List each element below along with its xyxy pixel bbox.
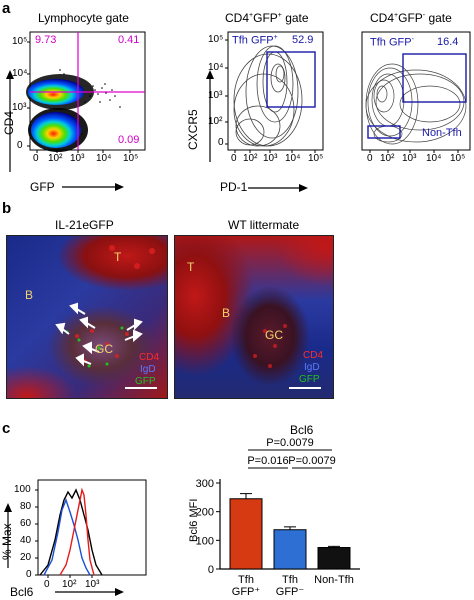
plot3-xtick-2: 10³ — [402, 153, 417, 164]
bcl6-mfi-bar-chart: 0100200300TfhGFP⁺TfhGFP⁻Non-TfhP=0.0079P… — [196, 437, 360, 598]
plot2-ylabel: CXCR5 — [186, 109, 200, 150]
il21-egfp-micrograph: T B GC CD4 IgD GFP — [6, 235, 168, 399]
p-value-label-1: P=0.016 — [247, 455, 288, 467]
plot2-ytick-4: 10⁵ — [208, 34, 224, 45]
plot1-ytick-3: 10⁵ — [12, 36, 28, 47]
left-label-gc: GC — [95, 342, 113, 356]
wt-littermate-micrograph: T B GC CD4 IgD GFP — [174, 235, 334, 399]
plot3-gate-label: Tfh GFP- — [370, 36, 414, 49]
plot1-xtick-1: 10² — [48, 153, 63, 164]
right-label-b: B — [222, 306, 231, 320]
plot1-ytick-0: 0 — [17, 140, 23, 151]
plot2-xtick-3: 10⁴ — [285, 153, 301, 164]
micrograph-right-title: WT littermate — [228, 218, 300, 232]
plot1-xtick-0: 0 — [33, 153, 39, 164]
arrow-icons — [55, 302, 143, 367]
hist-xtick-2: 10³ — [85, 579, 100, 590]
micrograph-left-title: IL-21eGFP — [55, 218, 114, 232]
hist-ytick-0: 0 — [26, 569, 32, 580]
panel-a-letter: a — [2, 0, 11, 17]
x-category-label-0-1: GFP⁺ — [232, 586, 261, 598]
plot2-xtick-1: 10² — [243, 153, 258, 164]
left-legend-igd: IgD — [140, 364, 156, 375]
hist-ytick-2: 40 — [20, 535, 32, 546]
plot2-ytick-1: 10² — [208, 116, 223, 127]
plot3-xtick-0: 0 — [367, 153, 373, 164]
plot1-quadrant-top-left: 9.73 — [35, 34, 57, 46]
plot2-xtick-0: 0 — [231, 153, 237, 164]
plot1-title: Lymphocyte gate — [38, 11, 129, 25]
plot1-flow-cytometry — [6, 31, 146, 191]
hist-xlabel: Bcl6 — [10, 585, 34, 599]
left-legend-gfp: GFP — [135, 376, 156, 387]
plot3-nontfh-label: Non-Tfh — [422, 127, 462, 139]
plot1-quadrant-top-right: 0.41 — [118, 34, 140, 46]
plot1-ytick-1: 10³ — [12, 102, 27, 113]
plot2-ytick-3: 10⁴ — [208, 62, 224, 73]
right-label-t: T — [187, 260, 195, 274]
y-tick-label-2: 200 — [196, 507, 214, 519]
y-tick-label-1: 100 — [196, 535, 214, 547]
hist-ytick-4: 80 — [20, 501, 32, 512]
plot2-xtick-2: 10³ — [263, 153, 278, 164]
bar-2 — [317, 547, 351, 570]
plot3-xtick-4: 10⁵ — [450, 153, 466, 164]
left-legend-cd4: CD4 — [139, 352, 160, 363]
plot3-xtick-1: 10² — [380, 153, 395, 164]
hist-ytick-5: 100 — [14, 484, 31, 495]
hist-xtick-1: 10² — [62, 579, 77, 590]
plot1-ytick-2: 10⁴ — [12, 68, 28, 79]
plot1-xtick-3: 10⁴ — [96, 153, 112, 164]
plot2-gate-label: Tfh GFP+ — [232, 34, 278, 47]
plot3-xtick-3: 10⁴ — [426, 153, 442, 164]
plot2-gate-value: 52.9 — [292, 34, 314, 46]
plot3-contour-plot — [361, 31, 471, 153]
hist-ytick-3: 60 — [20, 518, 32, 529]
plot1-quadrant-bottom-right: 0.09 — [118, 134, 140, 146]
left-label-b: B — [25, 288, 34, 302]
bcl6-histogram — [4, 479, 147, 596]
p-value-label-2: P=0.0079 — [288, 455, 335, 467]
x-category-label-1-1: GFP⁻ — [276, 586, 305, 598]
right-legend-cd4: CD4 — [303, 350, 324, 361]
hist-ylabel: % Max — [0, 523, 14, 560]
plot1-xtick-4: 10⁵ — [123, 153, 139, 164]
y-tick-label-0: 0 — [208, 564, 214, 576]
left-label-t: T — [114, 250, 122, 264]
plot2-xtick-4: 10⁵ — [308, 153, 324, 164]
plot1-xtick-2: 10³ — [70, 153, 85, 164]
hist-xtick-0: 0 — [44, 579, 50, 590]
plot2-xlabel: PD-1 — [220, 180, 248, 194]
right-legend-gfp: GFP — [299, 374, 320, 385]
p-value-label-0: P=0.0079 — [266, 437, 313, 449]
panel-b-letter: b — [2, 200, 12, 217]
bar-1 — [273, 529, 307, 570]
panel-c-letter: c — [2, 420, 11, 437]
plot1-ylabel: CD4 — [2, 110, 16, 135]
x-category-label-2-0: Non-Tfh — [314, 574, 354, 586]
plot2-contour-plot — [206, 31, 324, 192]
plot3-title: CD4+GFP- gate — [370, 11, 452, 25]
right-legend-igd: IgD — [304, 362, 320, 373]
plot1-xlabel: GFP — [30, 180, 55, 194]
bar-0 — [229, 498, 263, 570]
plot2-ytick-0: 0 — [218, 137, 224, 148]
right-label-gc: GC — [265, 328, 283, 342]
x-category-label-1-0: Tfh — [282, 574, 298, 586]
hist-ytick-1: 20 — [20, 552, 32, 563]
plot2-ytick-2: 10³ — [208, 90, 223, 101]
plot3-gate-value: 16.4 — [437, 36, 459, 48]
plot2-title: CD4+GFP+ gate — [225, 11, 309, 25]
bar-chart-title: Bcl6 — [290, 423, 314, 437]
x-category-label-0-0: Tfh — [238, 574, 254, 586]
y-tick-label-3: 300 — [196, 478, 214, 490]
